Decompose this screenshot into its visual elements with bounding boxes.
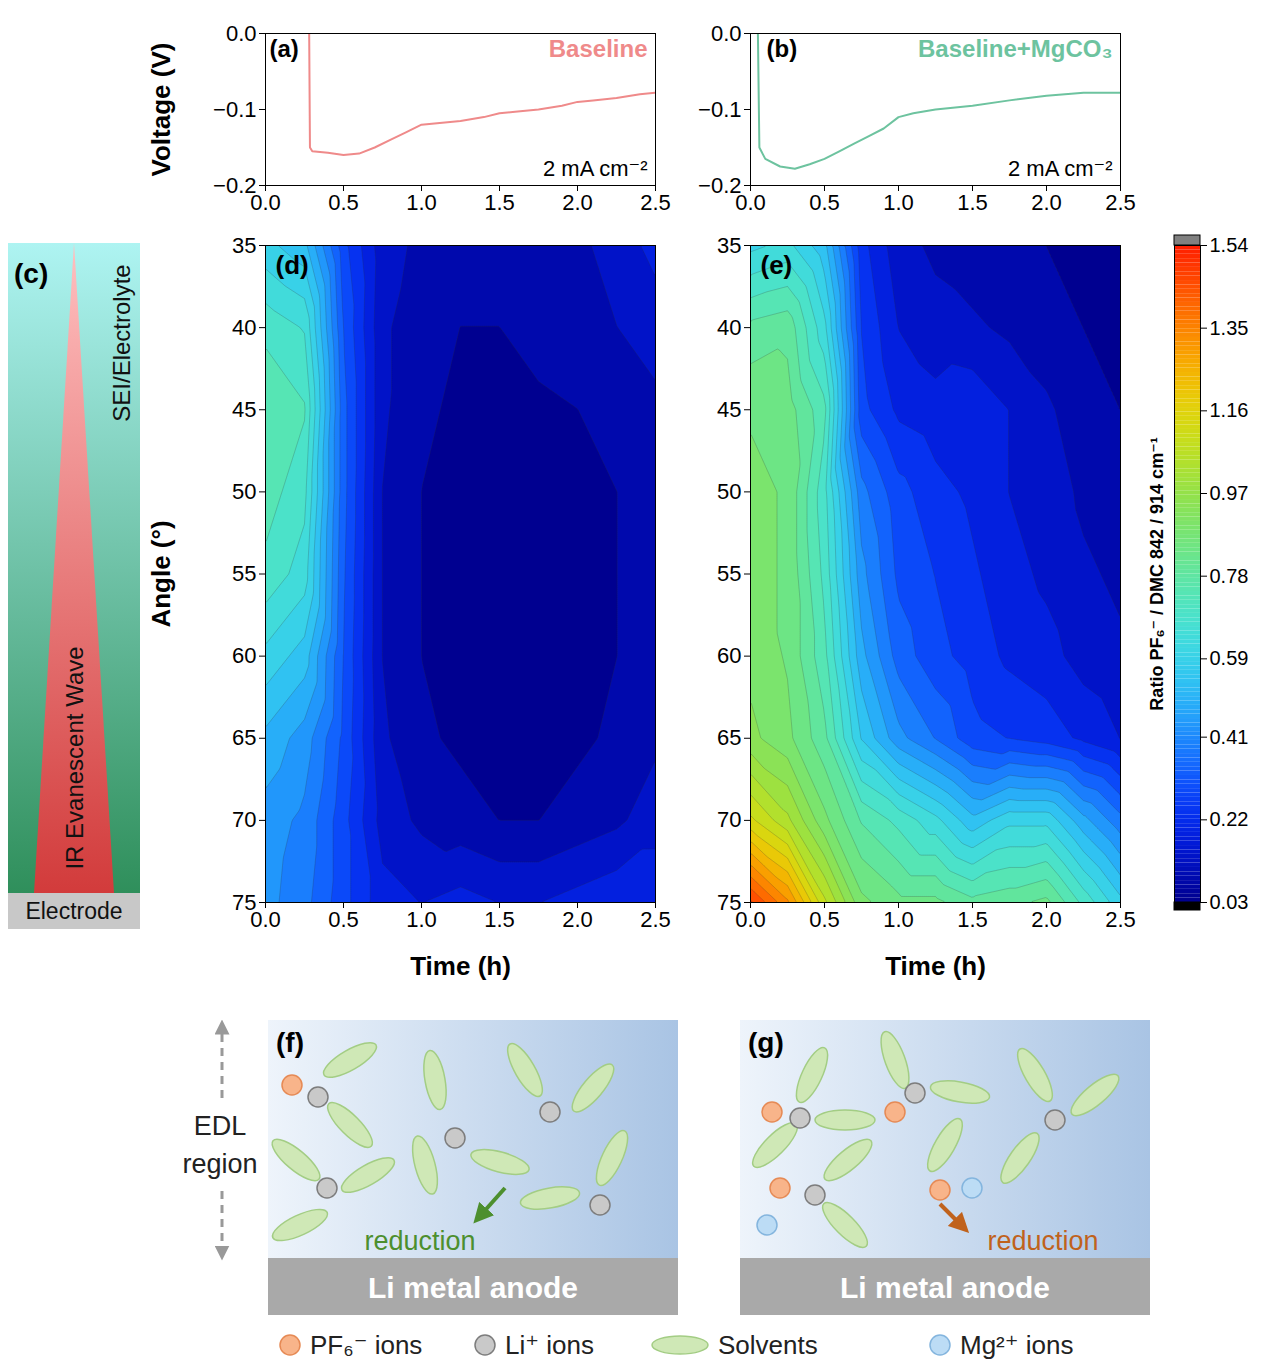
svg-text:0.0: 0.0 xyxy=(735,907,766,932)
svg-text:0.0: 0.0 xyxy=(250,907,281,932)
svg-text:40: 40 xyxy=(717,315,741,340)
svg-text:Solvents: Solvents xyxy=(718,1330,818,1360)
svg-text:Li metal anode: Li metal anode xyxy=(368,1271,578,1304)
svg-text:50: 50 xyxy=(717,479,741,504)
svg-text:0.0: 0.0 xyxy=(250,190,281,215)
svg-text:1.5: 1.5 xyxy=(957,907,988,932)
svg-text:1.16: 1.16 xyxy=(1210,399,1249,421)
svg-text:0.5: 0.5 xyxy=(809,907,840,932)
svg-text:(b): (b) xyxy=(767,35,798,62)
svg-text:2.5: 2.5 xyxy=(1105,907,1136,932)
svg-text:(c): (c) xyxy=(14,258,48,289)
svg-text:45: 45 xyxy=(717,397,741,422)
svg-text:35: 35 xyxy=(232,233,256,258)
svg-text:0.5: 0.5 xyxy=(328,907,359,932)
svg-text:reduction: reduction xyxy=(364,1226,475,1256)
svg-text:45: 45 xyxy=(232,397,256,422)
svg-text:2.5: 2.5 xyxy=(1105,190,1136,215)
svg-text:70: 70 xyxy=(717,807,741,832)
svg-text:Baseline: Baseline xyxy=(549,35,648,62)
svg-text:60: 60 xyxy=(232,643,256,668)
svg-text:Electrode: Electrode xyxy=(25,898,122,924)
svg-text:−0.2: −0.2 xyxy=(698,172,742,198)
svg-text:0.0: 0.0 xyxy=(226,21,257,46)
svg-text:0.5: 0.5 xyxy=(809,190,840,215)
svg-text:Li metal anode: Li metal anode xyxy=(840,1271,1050,1304)
svg-text:1.0: 1.0 xyxy=(406,907,437,932)
svg-text:reduction: reduction xyxy=(987,1226,1098,1256)
svg-text:SEI/Electrolyte: SEI/Electrolyte xyxy=(108,264,135,421)
svg-text:(f): (f) xyxy=(276,1027,304,1058)
svg-text:−0.2: −0.2 xyxy=(213,172,257,198)
svg-text:1.5: 1.5 xyxy=(957,190,988,215)
svg-text:Li⁺ ions: Li⁺ ions xyxy=(505,1330,594,1360)
svg-text:55: 55 xyxy=(717,561,741,586)
svg-text:Time (h): Time (h) xyxy=(410,951,511,981)
svg-text:PF₆⁻ ions: PF₆⁻ ions xyxy=(310,1330,422,1360)
svg-text:75: 75 xyxy=(717,889,742,915)
svg-text:0.22: 0.22 xyxy=(1210,808,1249,830)
svg-text:0.59: 0.59 xyxy=(1210,647,1249,669)
svg-text:0.0: 0.0 xyxy=(735,190,766,215)
svg-text:−0.1: −0.1 xyxy=(213,97,256,122)
svg-text:70: 70 xyxy=(232,807,256,832)
svg-text:(g): (g) xyxy=(748,1027,784,1058)
svg-text:50: 50 xyxy=(232,479,256,504)
svg-text:Baseline+MgCO₃: Baseline+MgCO₃ xyxy=(918,35,1112,62)
svg-text:75: 75 xyxy=(232,889,257,915)
svg-text:Time (h): Time (h) xyxy=(885,951,986,981)
svg-text:0.97: 0.97 xyxy=(1210,482,1249,504)
svg-text:1.35: 1.35 xyxy=(1210,317,1249,339)
svg-text:(d): (d) xyxy=(276,250,309,280)
svg-text:0.5: 0.5 xyxy=(328,190,359,215)
svg-text:Voltage (V): Voltage (V) xyxy=(146,43,176,177)
svg-text:−0.1: −0.1 xyxy=(698,97,741,122)
svg-text:1.0: 1.0 xyxy=(406,190,437,215)
svg-text:55: 55 xyxy=(232,561,256,586)
svg-text:(a): (a) xyxy=(270,35,299,62)
svg-text:EDLregion: EDLregion xyxy=(182,1111,257,1179)
svg-text:1.5: 1.5 xyxy=(484,907,515,932)
svg-text:Angle (°): Angle (°) xyxy=(146,520,176,627)
svg-text:40: 40 xyxy=(232,315,256,340)
svg-text:2 mA cm⁻²: 2 mA cm⁻² xyxy=(1008,156,1113,181)
svg-text:Mg²⁺ ions: Mg²⁺ ions xyxy=(960,1330,1073,1360)
svg-text:2.0: 2.0 xyxy=(562,907,593,932)
svg-text:2.0: 2.0 xyxy=(1031,190,1062,215)
svg-text:1.54: 1.54 xyxy=(1210,234,1249,256)
svg-text:1.5: 1.5 xyxy=(484,190,515,215)
svg-text:35: 35 xyxy=(717,233,741,258)
svg-text:2.0: 2.0 xyxy=(1031,907,1062,932)
svg-text:2.5: 2.5 xyxy=(640,190,671,215)
svg-text:2.0: 2.0 xyxy=(562,190,593,215)
svg-text:2 mA cm⁻²: 2 mA cm⁻² xyxy=(543,156,648,181)
svg-text:65: 65 xyxy=(232,725,256,750)
svg-text:(e): (e) xyxy=(761,250,793,280)
svg-text:2.5: 2.5 xyxy=(640,907,671,932)
svg-text:Ratio PF₆⁻ / DMC 842 / 914 cm⁻: Ratio PF₆⁻ / DMC 842 / 914 cm⁻¹ xyxy=(1147,437,1167,710)
svg-text:IR Evanescent Wave: IR Evanescent Wave xyxy=(61,646,88,869)
svg-text:60: 60 xyxy=(717,643,741,668)
svg-text:65: 65 xyxy=(717,725,741,750)
svg-text:1.0: 1.0 xyxy=(883,907,914,932)
svg-text:0.41: 0.41 xyxy=(1210,726,1249,748)
svg-text:1.0: 1.0 xyxy=(883,190,914,215)
svg-text:0.03: 0.03 xyxy=(1210,891,1249,913)
svg-text:0.0: 0.0 xyxy=(711,21,742,46)
svg-text:0.78: 0.78 xyxy=(1210,565,1249,587)
